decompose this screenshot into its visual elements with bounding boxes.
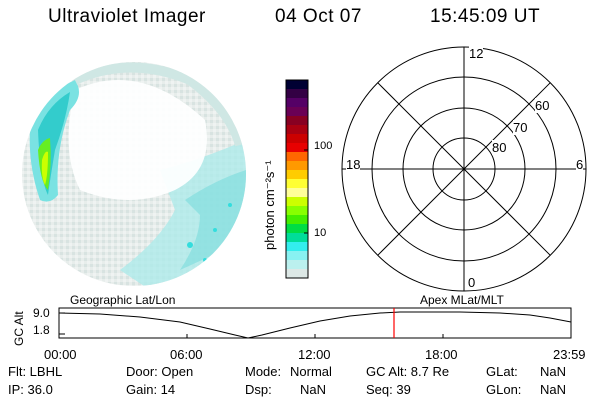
glon-value: NaN (540, 382, 567, 397)
colorbar-swatch (286, 143, 308, 153)
mode-label: Mode: (245, 364, 282, 379)
colorbar-swatch (286, 242, 308, 252)
colorbar-swatch (286, 89, 308, 99)
gc-alt-info: GC Alt: 8.7 Re (366, 364, 450, 379)
xtick-0600: 06:00 (170, 347, 203, 362)
colorbar-swatch (286, 197, 308, 207)
ytick-1-8: 1.8 (33, 323, 50, 337)
seq-info: Seq: 39 (366, 382, 411, 397)
mlt-label-12: 12 (469, 46, 484, 61)
colorbar-swatch (286, 125, 308, 135)
colorbar-swatch (286, 260, 308, 270)
xtick-2359: 23:59 (553, 347, 586, 362)
mlat-label-80: 80 (492, 140, 507, 155)
colorbar-swatch (286, 251, 308, 261)
colorbar (285, 79, 309, 279)
colorbar-swatch (286, 179, 308, 189)
colorbar-swatch (286, 152, 308, 162)
colorbar-swatch (286, 215, 308, 225)
mlt-label-6: 6 (576, 157, 584, 172)
grid-line-diag-2 (377, 82, 551, 256)
colorbar-tick-10: 10 (314, 227, 327, 239)
dsp-label: Dsp: (245, 382, 272, 397)
xtick-1800: 18:00 (425, 347, 458, 362)
mlt-label-18: 18 (346, 157, 361, 172)
xtick-1200: 12:00 (298, 347, 331, 362)
glat-value: NaN (540, 364, 567, 379)
colorbar-swatch (286, 188, 308, 198)
ytick-9: 9.0 (33, 306, 50, 320)
colorbar-border (285, 79, 309, 279)
colorbar-label: photon cm⁻²s⁻¹ (262, 160, 277, 250)
colorbar-swatch (286, 233, 308, 243)
gain-info: Gain: 14 (126, 382, 176, 397)
mode-value: Normal (290, 364, 332, 379)
glon-label: GLon: (486, 382, 522, 397)
colorbar-tick-100: 100 (314, 140, 333, 152)
mlt-label-0: 0 (468, 275, 476, 290)
ip-info: IP: 36.0 (8, 382, 53, 397)
colorbar-swatch (286, 107, 308, 117)
colorbar-swatch (286, 134, 308, 144)
apex-label: Apex MLat/MLT (420, 293, 504, 307)
colorbar-swatch (286, 224, 308, 234)
polar-grid (341, 46, 587, 292)
glat-label: GLat: (486, 364, 518, 379)
colorbar-swatch (286, 98, 308, 108)
filter-info: Flt: LBHL (8, 364, 63, 379)
colorbar-swatch (286, 269, 308, 279)
door-info: Door: Open (126, 364, 194, 379)
colorbar-swatch (286, 206, 308, 216)
colorbar-swatch (286, 170, 308, 180)
geographic-label: Geographic Lat/Lon (70, 293, 176, 307)
mlat-label-70: 70 (513, 120, 528, 135)
colorbar-swatch (286, 80, 308, 90)
instrument-title: Ultraviolet Imager (48, 6, 206, 27)
altitude-curve (58, 311, 572, 339)
xtick-0000: 00:00 (44, 347, 77, 362)
colorbar-swatch (286, 116, 308, 126)
dsp-value: NaN (300, 382, 327, 397)
mlat-label-60: 60 (535, 98, 550, 113)
header-date: 04 Oct 07 (275, 6, 362, 27)
colorbar-swatch (286, 161, 308, 171)
altitude-timeline (58, 307, 572, 339)
auroral-image (22, 62, 246, 286)
header-time: 15:45:09 UT (430, 6, 541, 27)
